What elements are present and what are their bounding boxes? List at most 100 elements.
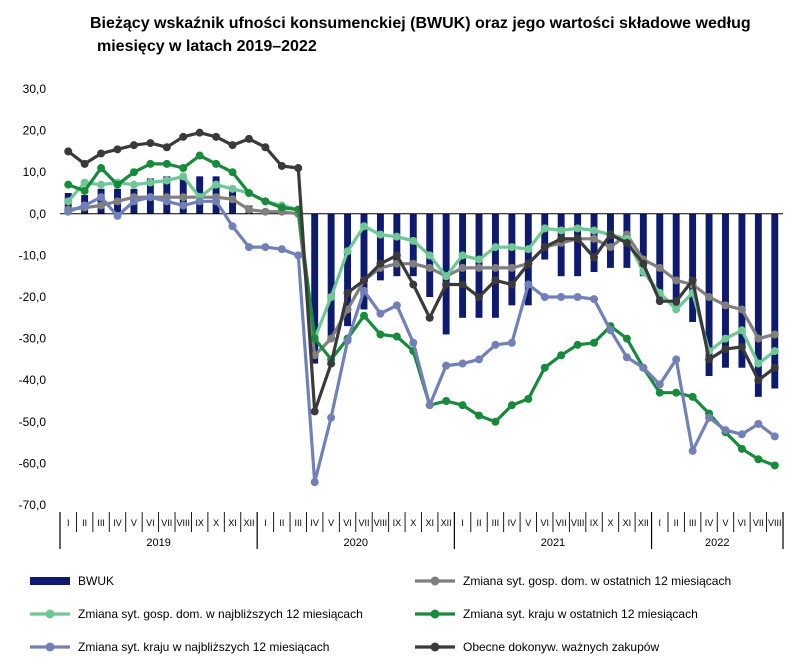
- series-point: [737, 430, 746, 439]
- series-point: [475, 263, 484, 272]
- series-point: [359, 222, 368, 231]
- y-tick-label: 0,0: [29, 207, 46, 221]
- series-point: [721, 426, 730, 435]
- x-month-label: III: [295, 518, 303, 528]
- x-month-label: II: [82, 518, 87, 528]
- legend-label: Zmiana syt. gosp. dom. w najbliższych 12…: [78, 607, 363, 621]
- x-year-label: 2019: [146, 537, 170, 549]
- series-point: [392, 332, 401, 341]
- series-point: [590, 234, 599, 243]
- x-year-label: 2022: [705, 537, 729, 549]
- legend-item: Zmiana syt. gosp. dom. w najbliższych 12…: [30, 607, 363, 621]
- x-month-label: VII: [161, 518, 172, 528]
- series-point: [212, 159, 221, 168]
- bwuk-bars: [64, 176, 779, 397]
- series-point: [672, 355, 681, 364]
- series-point: [277, 203, 286, 212]
- series-point: [146, 139, 155, 148]
- series-point: [261, 197, 270, 206]
- series-point: [261, 207, 270, 216]
- series-point: [80, 186, 89, 195]
- series-point: [507, 338, 516, 347]
- series-point: [688, 392, 697, 401]
- series-point: [737, 326, 746, 335]
- series-point: [655, 388, 664, 397]
- series-point: [277, 161, 286, 170]
- series-point: [228, 195, 237, 204]
- series-point: [228, 222, 237, 231]
- series-point: [491, 417, 500, 426]
- bwuk-bar: [524, 213, 532, 306]
- legend: BWUK Zmiana syt. gosp. dom. w ostatnich 1…: [30, 574, 731, 654]
- x-month-label: XI: [425, 518, 434, 528]
- series-point: [491, 340, 500, 349]
- series-point: [162, 143, 171, 152]
- x-month-label: IV: [705, 518, 714, 528]
- series-point: [310, 478, 319, 487]
- series-point: [458, 359, 467, 368]
- bwuk-bar: [97, 188, 105, 214]
- x-month-label: IX: [393, 518, 402, 528]
- x-month-label: X: [213, 518, 219, 528]
- series-point: [573, 293, 582, 301]
- series-point: [392, 251, 401, 260]
- series-point: [672, 388, 681, 397]
- series-point: [359, 311, 368, 320]
- series-point: [524, 245, 533, 254]
- series-point: [737, 444, 746, 453]
- x-month-label: XI: [228, 518, 237, 528]
- series-point: [524, 280, 533, 289]
- series-point: [97, 180, 106, 189]
- x-month-label: III: [689, 518, 697, 528]
- series-point: [64, 207, 73, 216]
- legend-item: Obecne dokonyw. ważnych zakupów: [415, 640, 659, 654]
- series-point: [606, 243, 615, 252]
- x-month-label: V: [328, 518, 334, 528]
- series-line: [64, 193, 779, 360]
- series-point: [688, 276, 697, 285]
- series-point: [705, 355, 714, 364]
- series-point: [770, 363, 779, 372]
- series-point: [754, 376, 763, 385]
- x-month-label: VI: [540, 518, 549, 528]
- y-tick-label: 20,0: [23, 124, 47, 138]
- series-point: [458, 401, 467, 410]
- x-year-label: 2021: [541, 537, 565, 549]
- series-point: [507, 401, 516, 410]
- series-point: [590, 295, 599, 304]
- series-point: [491, 243, 500, 252]
- legend-item: Zmiana syt. gosp. dom. w ostatnich 12 mi…: [415, 574, 731, 588]
- x-month-label: I: [461, 518, 464, 528]
- chart-title-line-2: miesięcy w latach 2019–2022: [97, 38, 317, 55]
- series-point: [507, 243, 516, 252]
- series-point: [557, 351, 566, 360]
- x-month-label: VII: [753, 518, 764, 528]
- series-point: [294, 164, 303, 173]
- series-point: [409, 280, 418, 289]
- series-point: [590, 253, 599, 262]
- series-point: [442, 272, 451, 281]
- series-point: [754, 359, 763, 368]
- bwuk-bar: [508, 213, 516, 306]
- series-point: [359, 276, 368, 285]
- x-month-label: VII: [358, 518, 369, 528]
- y-tick-label: -50,0: [19, 415, 47, 429]
- series-point: [244, 243, 253, 252]
- x-month-label: I: [264, 518, 267, 528]
- bwuk-bar: [689, 213, 697, 322]
- x-month-label: VIII: [374, 518, 388, 528]
- series-point: [737, 342, 746, 351]
- series-point: [261, 143, 270, 152]
- legend-label: Obecne dokonyw. ważnych zakupów: [463, 640, 659, 654]
- series-line-path: [67, 195, 776, 484]
- legend-label: Zmiana syt. kraju w ostatnich 12 miesiąc…: [463, 607, 698, 621]
- legend-swatch-marker: [45, 642, 55, 652]
- bwuk-bar: [344, 213, 352, 327]
- series-point: [754, 455, 763, 464]
- series-point: [261, 243, 270, 252]
- series-line-path: [68, 195, 776, 357]
- series-point: [442, 361, 451, 370]
- series-point: [425, 263, 434, 272]
- series-point: [622, 334, 631, 343]
